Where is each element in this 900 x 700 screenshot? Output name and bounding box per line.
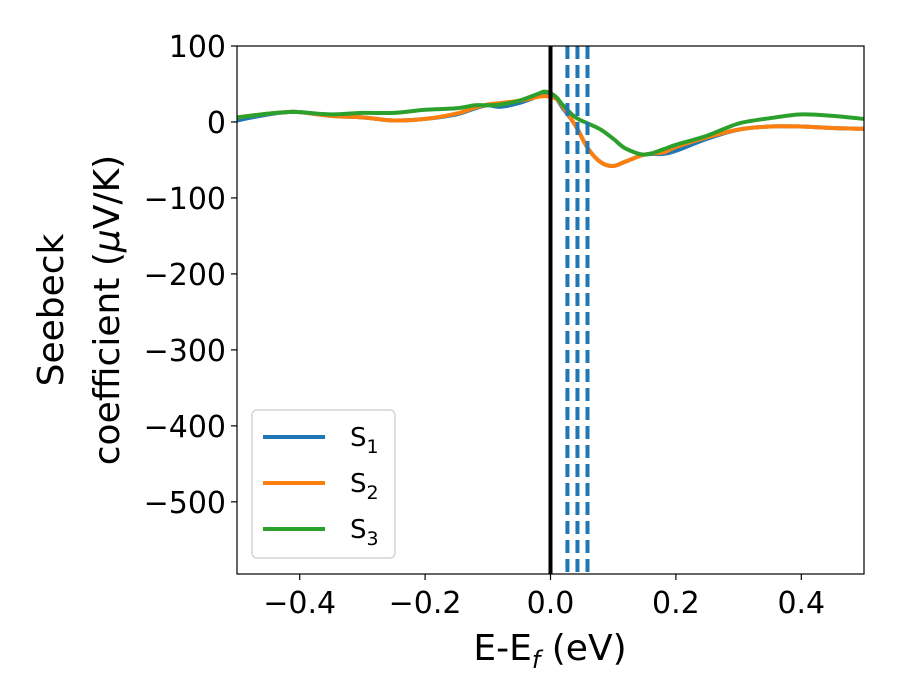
x-tick-label: 0.2 [652, 586, 700, 621]
svg-text:coefficient (μV/K): coefficient (μV/K) [87, 155, 128, 465]
y-axis-label: Seebeck coefficient (μV/K) [31, 155, 128, 465]
y-axis-label-line2: coefficient ( [87, 252, 128, 465]
x-tick-label: 0.4 [777, 586, 825, 621]
y-ticks: 100 0 −100 −200 −300 −400 −500 [144, 30, 237, 521]
y-tick-label: −400 [144, 410, 226, 445]
x-tick-label: 0.0 [527, 586, 575, 621]
legend: S1 S2 S3 [251, 409, 396, 559]
y-axis-label-unit: V/K) [87, 155, 128, 229]
series-layer [237, 89, 864, 169]
y-tick-label: 100 [169, 30, 226, 65]
y-tick-label: 0 [207, 106, 226, 141]
x-tick-label: −0.4 [263, 586, 336, 621]
x-axis-label-unit: (eV) [540, 628, 626, 669]
legend-label-3: S3 [350, 515, 379, 550]
vertical-lines [548, 46, 590, 574]
legend-label-1: S1 [350, 423, 379, 458]
legend-label-2: S2 [350, 469, 379, 504]
y-axis-label-mu: μ [87, 229, 128, 253]
x-axis-label-main: E-E [473, 628, 531, 669]
y-axis-label-line1: Seebeck [31, 233, 72, 386]
series-line-3 [237, 89, 864, 157]
x-ticks: −0.4 −0.2 0.0 0.2 0.4 [263, 574, 825, 621]
y-tick-label: −100 [144, 182, 226, 217]
y-tick-label: −200 [144, 258, 226, 293]
x-tick-label: −0.2 [389, 586, 462, 621]
x-axis-label: E-Ef (eV) [473, 628, 626, 674]
svg-text:Seebeck: Seebeck [31, 233, 72, 386]
y-tick-label: −500 [144, 486, 226, 521]
y-tick-label: −300 [144, 334, 226, 369]
